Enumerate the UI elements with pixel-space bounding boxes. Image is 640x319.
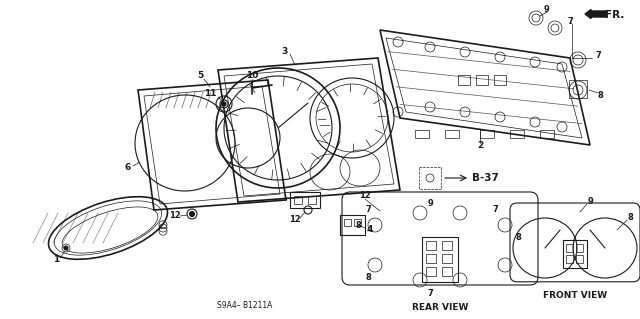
Bar <box>308 196 316 204</box>
Bar <box>354 219 361 226</box>
Text: 6: 6 <box>125 164 131 173</box>
FancyArrow shape <box>585 10 606 19</box>
Text: 9: 9 <box>544 5 550 14</box>
Text: 10: 10 <box>246 71 258 80</box>
Text: 7: 7 <box>567 18 573 26</box>
Bar <box>476 75 488 85</box>
Bar <box>340 215 365 235</box>
Text: 7: 7 <box>492 204 498 213</box>
Text: S9A4– B1211A: S9A4– B1211A <box>218 300 273 309</box>
Bar <box>290 192 320 208</box>
Circle shape <box>189 211 195 217</box>
Text: 12: 12 <box>359 190 371 199</box>
Text: 12: 12 <box>169 211 181 220</box>
Text: 12: 12 <box>289 216 301 225</box>
Bar <box>566 244 573 252</box>
Bar <box>294 196 302 204</box>
Bar <box>563 240 587 268</box>
Bar <box>576 255 583 263</box>
Bar <box>569 80 587 98</box>
Bar <box>576 244 583 252</box>
Bar <box>442 267 452 276</box>
Text: 4: 4 <box>367 226 373 234</box>
Bar <box>422 237 458 282</box>
Text: 8: 8 <box>515 233 521 241</box>
Bar <box>566 255 573 263</box>
Text: 9: 9 <box>427 198 433 207</box>
Bar <box>344 219 351 226</box>
Circle shape <box>222 102 226 106</box>
Text: REAR VIEW: REAR VIEW <box>412 302 468 311</box>
Bar <box>426 254 436 263</box>
Bar <box>442 254 452 263</box>
Circle shape <box>64 246 68 250</box>
Text: 3: 3 <box>282 48 288 56</box>
Text: 5: 5 <box>197 71 203 80</box>
Text: B-37: B-37 <box>472 173 499 183</box>
Bar <box>540 130 554 138</box>
Text: 7: 7 <box>595 50 601 60</box>
Text: 2: 2 <box>477 140 483 150</box>
Bar <box>426 267 436 276</box>
Text: 11: 11 <box>204 90 216 99</box>
Bar <box>445 130 459 138</box>
Text: 7: 7 <box>427 288 433 298</box>
Bar <box>480 130 494 138</box>
Text: FR.: FR. <box>605 10 625 20</box>
Text: 7: 7 <box>365 204 371 213</box>
Text: 8: 8 <box>355 220 361 229</box>
Bar <box>494 75 506 85</box>
Text: 1: 1 <box>53 256 59 264</box>
Bar <box>426 241 436 250</box>
Text: 8: 8 <box>627 213 633 222</box>
Bar <box>415 130 429 138</box>
Bar <box>510 130 524 138</box>
Bar <box>442 241 452 250</box>
Text: FRONT VIEW: FRONT VIEW <box>543 292 607 300</box>
Text: 9: 9 <box>587 197 593 206</box>
Text: 8: 8 <box>365 272 371 281</box>
Text: 8: 8 <box>597 91 603 100</box>
Bar <box>458 75 470 85</box>
